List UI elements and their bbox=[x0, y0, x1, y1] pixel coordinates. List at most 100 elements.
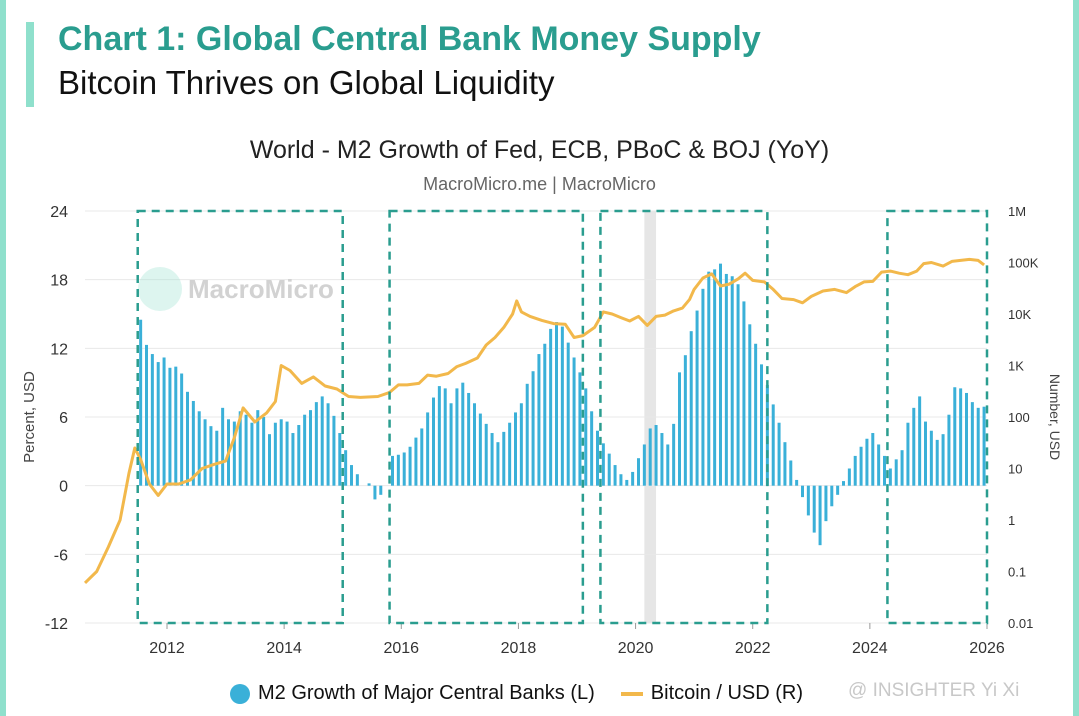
legend-bar-label: M2 Growth of Major Central Banks (L) bbox=[258, 682, 595, 704]
m2-bar bbox=[701, 288, 705, 486]
y-left-tick-label: 12 bbox=[50, 341, 68, 358]
m2-bar bbox=[754, 343, 758, 486]
legend-line-swatch bbox=[620, 691, 643, 696]
m2-bar bbox=[607, 453, 611, 486]
m2-bar bbox=[209, 426, 213, 486]
m2-bar bbox=[379, 485, 383, 495]
m2-bar bbox=[215, 430, 219, 486]
legend-bar-swatch bbox=[230, 683, 250, 704]
m2-bar bbox=[396, 454, 400, 486]
m2-bar bbox=[555, 322, 558, 486]
y-right-tick-label: 10K bbox=[1008, 307, 1031, 322]
m2-bar bbox=[156, 362, 160, 486]
macromicro-logo-text: MacroMicro bbox=[188, 274, 334, 304]
m2-bar bbox=[642, 444, 646, 486]
m2-bar bbox=[478, 413, 482, 486]
x-tick-label: 2018 bbox=[501, 640, 537, 657]
m2-bar bbox=[256, 410, 260, 486]
m2-bar bbox=[514, 412, 517, 486]
m2-bar bbox=[877, 444, 881, 486]
m2-bar bbox=[303, 414, 307, 486]
m2-bar bbox=[273, 422, 277, 486]
m2-bar bbox=[250, 422, 254, 486]
m2-bar bbox=[543, 343, 547, 486]
y-right-tick-label: 1 bbox=[1008, 513, 1015, 528]
m2-bar bbox=[238, 411, 242, 486]
x-tick-label: 2022 bbox=[735, 640, 771, 657]
y-right-tick-label: 10 bbox=[1008, 462, 1022, 477]
m2-bar bbox=[596, 430, 599, 486]
m2-bar bbox=[391, 455, 394, 486]
m2-bar bbox=[221, 407, 225, 486]
m2-bar bbox=[982, 406, 986, 486]
m2-bar bbox=[631, 471, 635, 486]
y-right-tick-label: 0.01 bbox=[1008, 616, 1033, 631]
m2-bar bbox=[402, 452, 406, 486]
m2-bar bbox=[847, 468, 851, 486]
y-right-tick-label: 0.1 bbox=[1008, 565, 1026, 580]
m2-bar bbox=[314, 402, 318, 486]
m2-bar bbox=[344, 450, 348, 486]
y-left-tick-label: 0 bbox=[59, 479, 68, 496]
y-left-tick-label: 24 bbox=[50, 204, 68, 221]
m2-bar bbox=[935, 439, 939, 486]
m2-bar bbox=[959, 388, 963, 486]
highlight-box bbox=[136, 209, 344, 625]
x-tick-label: 2016 bbox=[383, 640, 419, 657]
m2-bar bbox=[918, 396, 922, 486]
author-watermark: @ INSIGHTER Yi Xi bbox=[848, 680, 1020, 701]
m2-bar bbox=[842, 481, 845, 486]
m2-bar bbox=[806, 485, 810, 516]
m2-bar bbox=[590, 411, 594, 486]
m2-bar bbox=[473, 403, 476, 486]
m2-bar bbox=[947, 414, 951, 486]
m2-bar bbox=[467, 392, 471, 486]
m2-bar bbox=[461, 382, 465, 486]
m2-bar bbox=[244, 414, 248, 486]
m2-bar bbox=[484, 423, 488, 486]
y-right-tick-label: 100 bbox=[1008, 410, 1030, 425]
m2-bar bbox=[648, 428, 652, 486]
m2-bar bbox=[695, 310, 699, 486]
m2-bar bbox=[437, 386, 441, 486]
x-tick-label: 2014 bbox=[266, 640, 302, 657]
m2-bar bbox=[924, 421, 927, 486]
m2-bar bbox=[162, 357, 166, 486]
m2-bar bbox=[496, 442, 500, 486]
m2-bar bbox=[900, 450, 904, 486]
m2-bar bbox=[619, 474, 623, 486]
m2-bar bbox=[601, 443, 605, 486]
m2-bar bbox=[830, 485, 834, 507]
m2-bar bbox=[865, 438, 869, 486]
m2-bar bbox=[566, 342, 570, 486]
m2-bar bbox=[408, 446, 412, 486]
m2-bar bbox=[836, 485, 840, 495]
m2-bar bbox=[531, 371, 535, 486]
m2-bar bbox=[420, 428, 424, 486]
m2-bar bbox=[455, 388, 459, 486]
m2-bar bbox=[912, 407, 916, 486]
m2-bar bbox=[818, 485, 822, 546]
m2-bar bbox=[326, 403, 330, 486]
m2-bar bbox=[707, 271, 711, 486]
m2-bar bbox=[414, 437, 418, 486]
m2-bar bbox=[853, 455, 857, 486]
m2-bar bbox=[350, 465, 353, 486]
m2-bar bbox=[654, 425, 658, 486]
m2-bar bbox=[894, 459, 898, 486]
m2-bar bbox=[502, 431, 506, 486]
x-tick-label: 2012 bbox=[149, 640, 185, 657]
m2-bar bbox=[449, 403, 453, 486]
m2-bar bbox=[373, 485, 377, 500]
macromicro-logo-icon bbox=[138, 267, 182, 311]
m2-bar bbox=[186, 391, 189, 486]
m2-bar bbox=[279, 419, 283, 486]
m2-bar bbox=[291, 433, 295, 486]
m2-bar bbox=[174, 366, 178, 486]
y-left-tick-label: 6 bbox=[59, 410, 68, 427]
y-right-tick-label: 100K bbox=[1008, 256, 1039, 271]
m2-bar bbox=[871, 433, 875, 486]
m2-bar bbox=[262, 417, 266, 486]
page-title: Chart 1: Global Central Bank Money Suppl… bbox=[58, 20, 761, 58]
y-left-tick-label: -6 bbox=[54, 547, 68, 564]
